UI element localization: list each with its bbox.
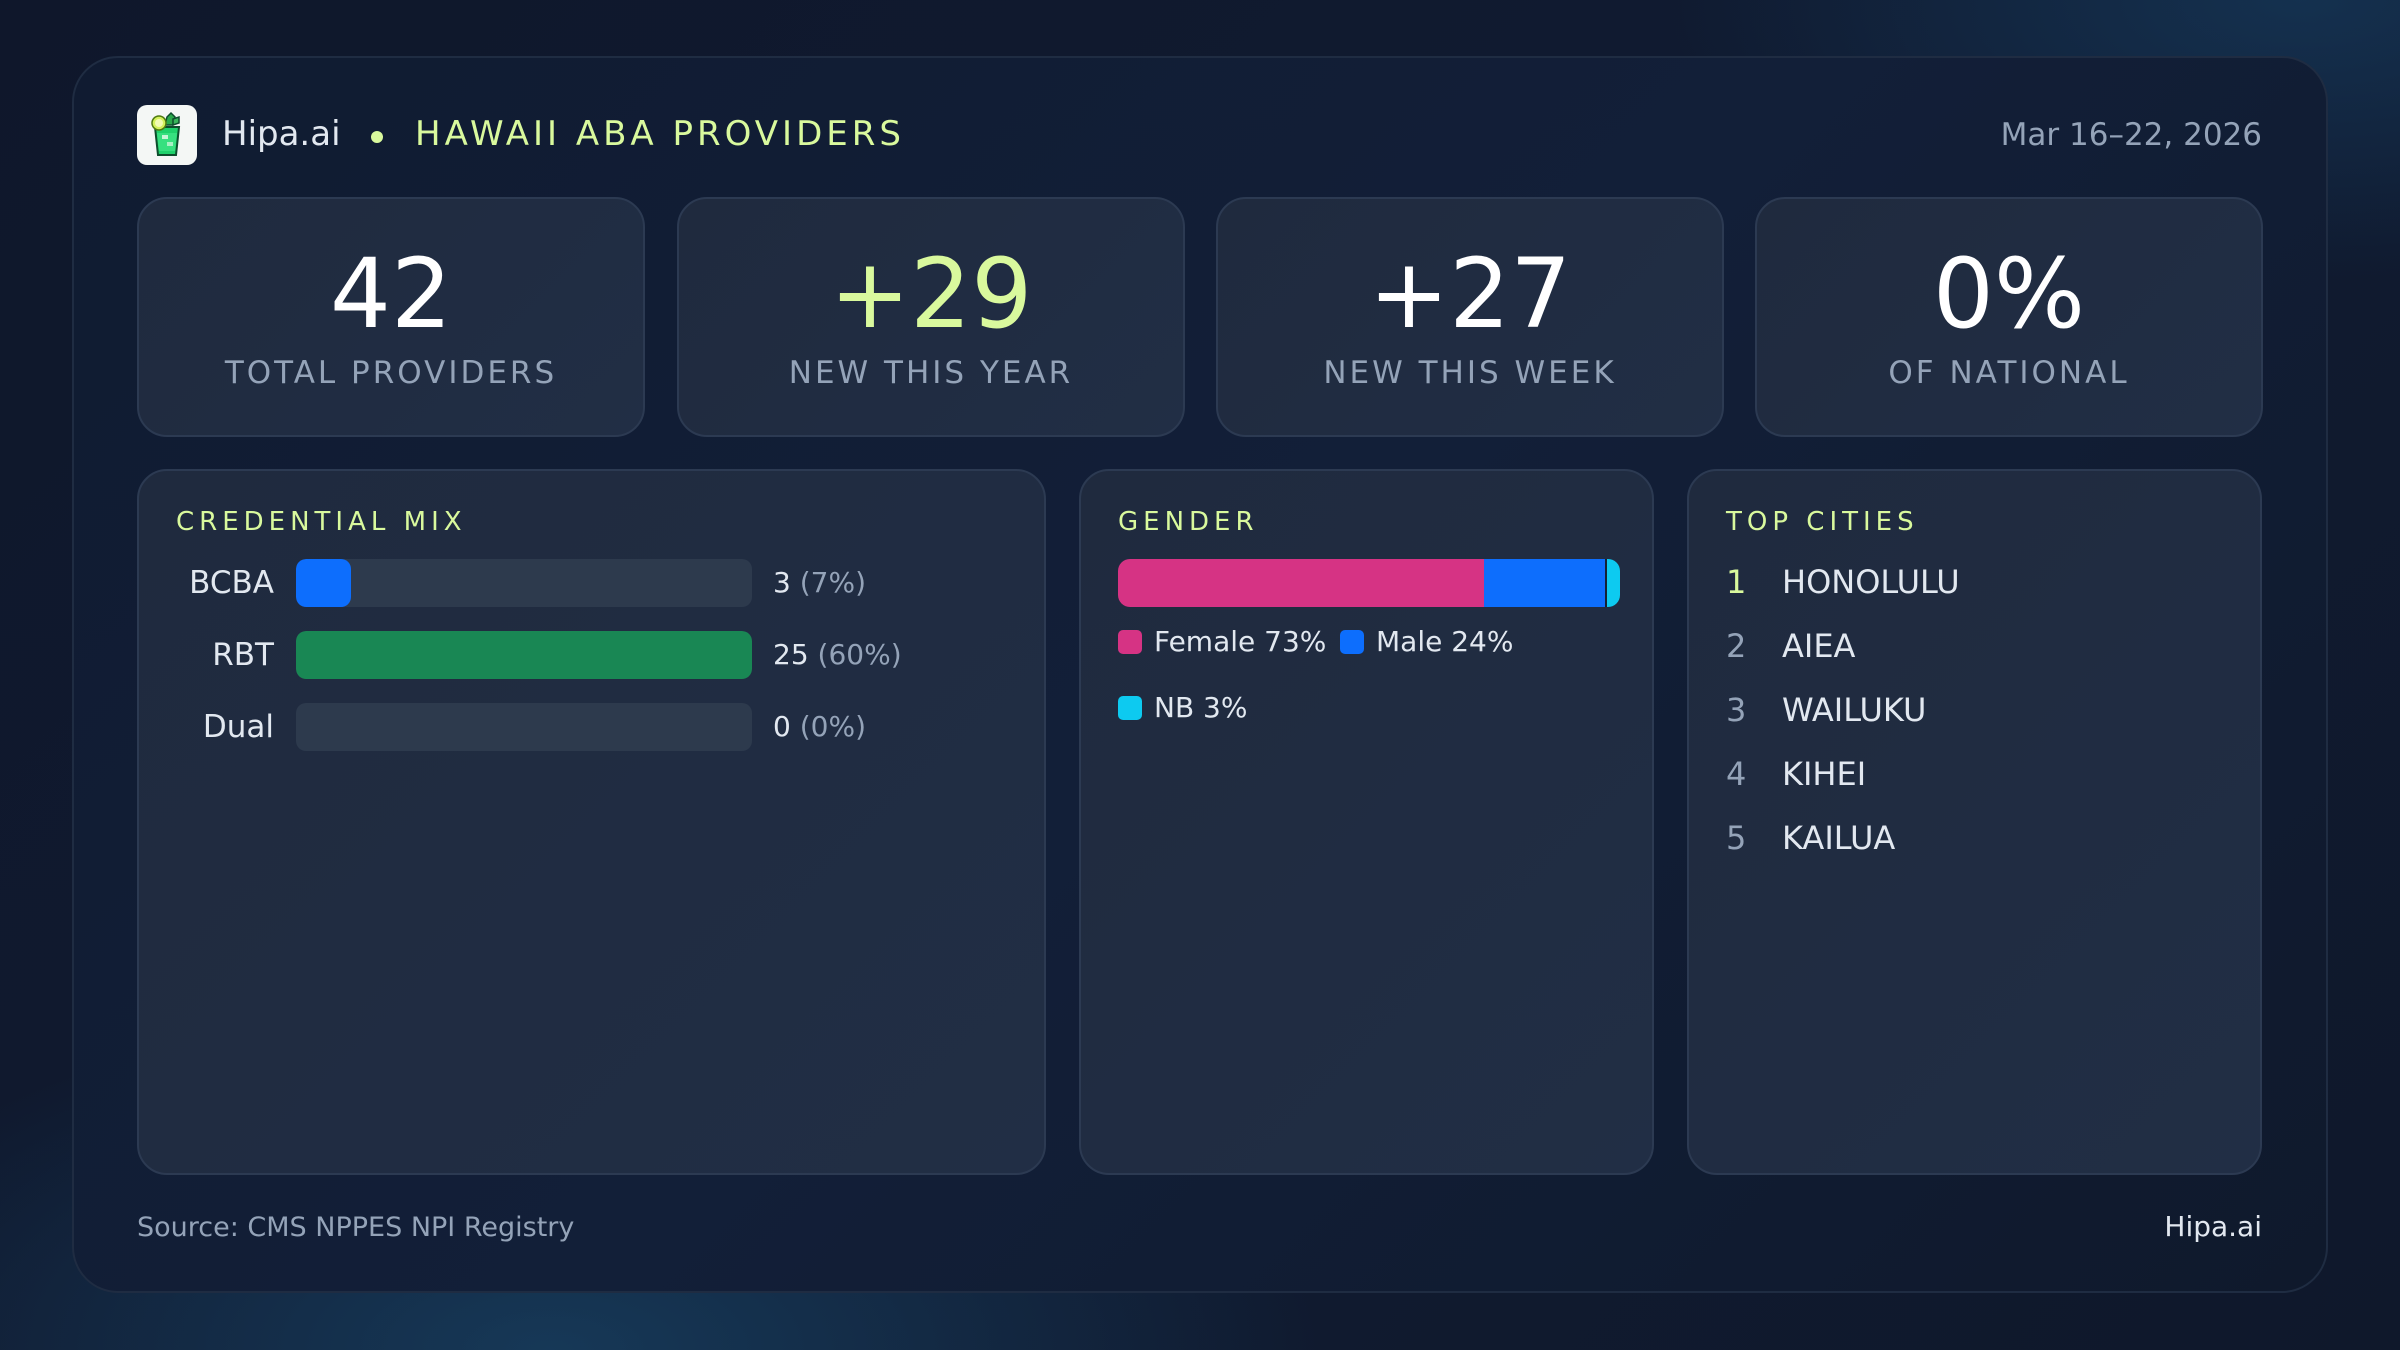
credential-mix-panel: CREDENTIAL MIX BCBA 3 (7%) RBT 25 (60%) … <box>137 469 1046 1175</box>
city-name: KAILUA <box>1782 819 1896 857</box>
credential-row-dual: Dual 0 (0%) <box>139 703 1044 751</box>
credential-percent: (7%) <box>799 566 867 599</box>
stat-card-total-providers: 42 TOTAL PROVIDERS <box>137 197 645 437</box>
credential-label: BCBA <box>189 565 274 601</box>
credential-value: 3 (7%) <box>773 565 866 601</box>
stat-value: 0% <box>1932 238 2086 350</box>
city-rank: 3 <box>1726 691 1747 729</box>
credential-percent: (60%) <box>817 638 902 671</box>
credential-count: 0 <box>773 710 791 743</box>
legend-label: Female 73% <box>1154 625 1327 658</box>
legend-swatch <box>1118 630 1142 654</box>
stat-value: +29 <box>829 238 1033 350</box>
credential-count: 3 <box>773 566 791 599</box>
bar-track <box>296 559 752 607</box>
panel-title: CREDENTIAL MIX <box>176 507 467 537</box>
date-range: Mar 16–22, 2026 <box>2000 117 2262 153</box>
mojito-glass-icon <box>137 105 197 165</box>
page-title: HAWAII ABA PROVIDERS <box>415 114 905 154</box>
stat-card-new-this-year: +29 NEW THIS YEAR <box>677 197 1185 437</box>
separator-dot <box>371 131 383 143</box>
legend-label: Male 24% <box>1376 625 1514 658</box>
stat-label: NEW THIS YEAR <box>788 355 1074 391</box>
credential-percent: (0%) <box>799 710 867 743</box>
credential-row-rbt: RBT 25 (60%) <box>139 631 1044 679</box>
brand-name: Hipa.ai <box>222 114 341 154</box>
credential-label: RBT <box>212 637 274 673</box>
bar-fill <box>296 559 351 607</box>
legend-swatch <box>1340 630 1364 654</box>
bar-track <box>296 703 752 751</box>
credential-value: 25 (60%) <box>773 637 902 673</box>
credential-count: 25 <box>773 638 809 671</box>
city-name: KIHEI <box>1782 755 1867 793</box>
city-rank: 2 <box>1726 627 1747 665</box>
legend-female: Female 73% <box>1118 624 1326 660</box>
footer-brand: Hipa.ai <box>2164 1210 2262 1243</box>
top-cities-panel: TOP CITIES 1 HONOLULU 2 AIEA 3 WAILUKU 4… <box>1687 469 2262 1175</box>
panel-title: GENDER <box>1118 507 1259 537</box>
bar-fill <box>296 631 752 679</box>
gender-segment-nb <box>1604 559 1620 607</box>
legend-nb: NB 3% <box>1118 690 1247 726</box>
stat-label: TOTAL PROVIDERS <box>224 355 558 391</box>
gender-stacked-bar <box>1118 559 1620 607</box>
city-rank: 5 <box>1726 819 1747 857</box>
stat-label: NEW THIS WEEK <box>1323 355 1617 391</box>
city-name: HONOLULU <box>1782 563 1960 601</box>
credential-label: Dual <box>202 709 274 745</box>
stat-card-of-national: 0% OF NATIONAL <box>1755 197 2263 437</box>
data-source: Source: CMS NPPES NPI Registry <box>137 1212 575 1243</box>
city-rank: 4 <box>1726 755 1747 793</box>
city-name: AIEA <box>1782 627 1856 665</box>
stat-card-new-this-week: +27 NEW THIS WEEK <box>1216 197 1724 437</box>
stat-value: 42 <box>329 238 453 350</box>
gender-panel: GENDER Female 73% Male 24% NB 3% <box>1079 469 1654 1175</box>
header: Hipa.ai HAWAII ABA PROVIDERS Mar 16–22, … <box>137 105 2262 165</box>
stat-label: OF NATIONAL <box>1888 355 2130 391</box>
legend-male: Male 24% <box>1340 624 1513 660</box>
stat-value: +27 <box>1368 238 1572 350</box>
city-name: WAILUKU <box>1782 691 1927 729</box>
panel-title: TOP CITIES <box>1726 507 1919 537</box>
credential-row-bcba: BCBA 3 (7%) <box>139 559 1044 607</box>
gender-segment-male <box>1484 559 1605 607</box>
legend-label: NB 3% <box>1154 691 1248 724</box>
gender-segment-female <box>1118 559 1485 607</box>
legend-swatch <box>1118 696 1142 720</box>
city-rank: 1 <box>1726 563 1747 601</box>
bar-track <box>296 631 752 679</box>
credential-value: 0 (0%) <box>773 709 866 745</box>
